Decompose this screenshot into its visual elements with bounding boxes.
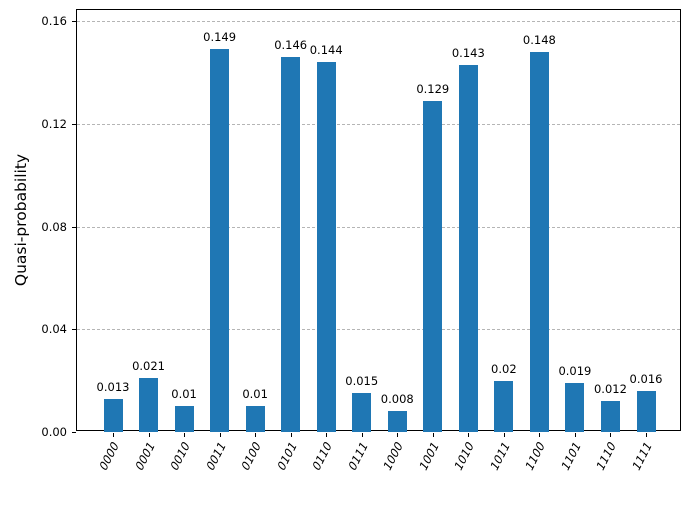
bar-value-label-1011: 0.02: [491, 361, 517, 376]
bar-value-label-1000: 0.008: [380, 392, 414, 407]
y-tick-label-0.04: 0.04: [41, 322, 67, 337]
y-tick-mark: [72, 21, 76, 23]
bar-0001: [139, 378, 159, 432]
y-tick-mark: [72, 432, 76, 433]
bar-1111: [636, 390, 656, 432]
bar-0101: [281, 57, 301, 432]
bar-1100: [529, 51, 549, 432]
bar-value-label-1010: 0.143: [451, 45, 485, 60]
gridline-y-0.08: [77, 226, 680, 228]
x-tick-mark: [184, 433, 186, 437]
x-tick-mark: [219, 433, 221, 437]
x-tick-mark: [326, 433, 328, 437]
bar-value-label-1110: 0.012: [593, 382, 627, 397]
y-tick-label-0.00: 0.00: [41, 425, 67, 439]
bar-value-label-1111: 0.016: [629, 371, 663, 386]
bar-value-label-0101: 0.146: [274, 38, 308, 52]
bar-value-label-1001: 0.129: [416, 81, 450, 96]
bar-value-label-0000: 0.013: [96, 379, 130, 394]
y-tick-label-0.08: 0.08: [41, 219, 67, 234]
bar-0100: [245, 406, 265, 432]
bar-0011: [210, 49, 230, 432]
x-tick-mark: [646, 433, 647, 437]
bar-1101: [565, 383, 585, 432]
bar-0000: [103, 398, 123, 432]
x-tick-mark: [432, 433, 434, 437]
gridline-y-0.04: [77, 329, 680, 331]
bar-0111: [352, 393, 372, 432]
bar-value-label-0110: 0.144: [309, 43, 343, 58]
plot-area: 0.00 0.04 0.08 0.12 0.16 0.013 0000 0.021 0001 0.…: [41, 9, 681, 474]
bar-value-label-0001: 0.021: [132, 359, 165, 374]
bar-value-label-1101: 0.019: [558, 364, 592, 379]
x-tick-mark: [397, 433, 399, 437]
gridline-y-0.12: [77, 123, 680, 125]
bar-1000: [387, 411, 407, 432]
x-tick-mark: [113, 433, 114, 437]
gridline-y-0.16: [77, 21, 680, 23]
x-tick-mark: [503, 433, 505, 437]
bar-1011: [494, 380, 514, 432]
x-tick-mark: [255, 433, 257, 437]
bar-1010: [458, 64, 478, 432]
y-tick-mark: [72, 329, 76, 331]
x-tick-mark: [290, 433, 292, 437]
x-tick-mark: [468, 433, 470, 437]
bar-1001: [423, 100, 443, 432]
y-tick-mark: [72, 123, 76, 125]
x-tick-mark: [361, 433, 363, 437]
bar-value-label-0010: 0.01: [171, 387, 197, 402]
x-tick-mark: [610, 433, 612, 437]
bar-0110: [316, 62, 336, 432]
x-tick-mark: [148, 433, 150, 437]
bar-value-label-0100: 0.01: [242, 387, 268, 402]
y-tick-mark: [72, 226, 76, 228]
bar-1110: [600, 401, 620, 432]
bar-value-label-0111: 0.015: [345, 374, 379, 389]
bar-value-label-0011: 0.149: [203, 30, 237, 45]
bar-0010: [174, 406, 194, 432]
bar-value-label-1100: 0.148: [522, 32, 556, 47]
y-tick-label-0.12: 0.12: [41, 116, 67, 131]
y-tick-label-0.16: 0.16: [41, 14, 67, 29]
x-tick-mark: [574, 433, 576, 437]
x-tick-mark: [539, 433, 541, 437]
quasi-probability-bar-chart: Quasi-probability 0.00 0.04 0.08 0.12 0.16 0.…: [12, 9, 681, 474]
